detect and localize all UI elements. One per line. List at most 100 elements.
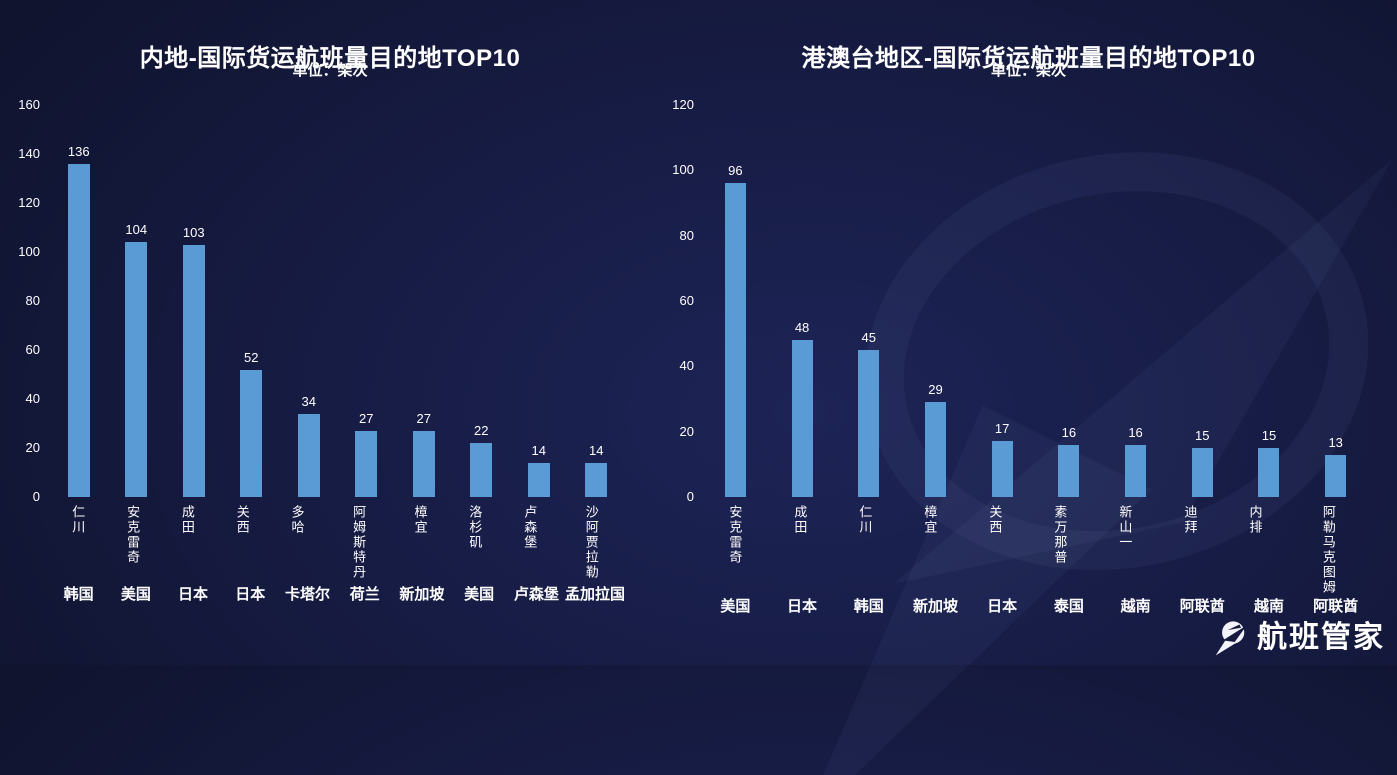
- x-label-slot: 卢森堡: [502, 505, 557, 580]
- country-label: 日本: [987, 598, 1018, 615]
- y-tick-label: 80: [679, 227, 694, 243]
- bar-value-label: 34: [301, 393, 316, 409]
- bar-value-label: 14: [531, 442, 546, 458]
- x-label-slot: 安克雷奇: [702, 505, 767, 595]
- country-label: 日本: [787, 598, 818, 615]
- category-label: 素万那普: [1052, 505, 1068, 565]
- bar-slot: 13: [1302, 105, 1369, 497]
- x-label-slot: 洛杉矶: [447, 505, 502, 580]
- bar: [412, 430, 435, 497]
- bar: [924, 402, 946, 497]
- x-label-slot: 仁川: [832, 505, 897, 595]
- country-labels: 美国 日本 韩国 新加坡 日本 泰国 越南 阿联酋 越南 阿联酋: [702, 595, 1369, 616]
- country-label: 越南: [1120, 598, 1151, 615]
- y-tick-label: 80: [25, 293, 40, 308]
- x-label-slot: 多哈: [269, 505, 324, 580]
- bar-slot: 45: [835, 105, 902, 497]
- y-axis: 0 20 40 60 80 100 120 140 160: [0, 97, 40, 504]
- y-tick-label: 20: [25, 440, 40, 455]
- y-axis: 0 20 40 60 80 100 120: [660, 97, 694, 504]
- y-tick-label: 100: [18, 244, 40, 259]
- category-label: 仁川: [857, 505, 873, 535]
- bar-value-label: 45: [861, 330, 876, 345]
- category-label: 沙阿贾拉勒: [583, 505, 599, 580]
- x-label-slot: 安克雷奇: [105, 505, 160, 580]
- bar-value-label: 27: [359, 410, 374, 426]
- country-labels: 韩国 美国 日本 日本 卡塔尔 荷兰 新加坡 美国 卢森堡 孟加拉国: [50, 583, 625, 604]
- bar-slot: 14: [568, 105, 626, 497]
- bar-value-label: 16: [1128, 424, 1143, 440]
- x-label-slot: 成田: [160, 505, 215, 580]
- country-label: 阿联酋: [1313, 598, 1359, 615]
- country-label: 阿联酋: [1179, 598, 1225, 615]
- bar-value-label: 27: [416, 410, 431, 426]
- bar: [858, 350, 880, 497]
- bar: [470, 443, 493, 497]
- y-tick-label: 100: [672, 162, 694, 178]
- bar-value-label: 14: [589, 442, 604, 458]
- category-label: 樟宜: [922, 505, 938, 535]
- y-tick-label: 40: [25, 391, 40, 406]
- y-tick-label: 20: [679, 423, 694, 439]
- x-axis-labels: 仁川 安克雷奇 成田 关西 多哈 阿姆斯特丹 樟宜 洛杉矶 卢森堡 沙阿贾拉勒: [50, 505, 625, 580]
- x-label-slot: 樟宜: [392, 505, 447, 580]
- brand-logo-text: 航班管家: [1257, 621, 1385, 654]
- bar: [1058, 444, 1080, 497]
- bar-slot: 104: [108, 105, 166, 497]
- bar: [585, 462, 608, 497]
- bar-value-label: 52: [244, 349, 259, 365]
- bar-slot: 27: [395, 105, 453, 497]
- category-label: 安克雷奇: [125, 505, 141, 565]
- bar-value-label: 15: [1195, 428, 1210, 443]
- country-label: 越南: [1253, 598, 1284, 615]
- x-label-slot: 成田: [767, 505, 832, 595]
- y-tick-label: 120: [18, 195, 40, 210]
- category-label: 关西: [987, 505, 1003, 535]
- bar: [527, 462, 550, 497]
- y-tick-label: 0: [686, 489, 694, 504]
- category-label: 新山一: [1117, 505, 1133, 550]
- bar-slot: 136: [50, 105, 108, 497]
- category-label: 卢森堡: [522, 505, 538, 550]
- x-label-slot: 阿勒马克图姆: [1287, 505, 1369, 595]
- bar: [724, 183, 746, 497]
- x-axis-labels: 安克雷奇 成田 仁川 樟宜 关西 素万那普 新山一 迪拜 内排 阿勒马克图姆: [702, 505, 1369, 595]
- bar-slot: 17: [969, 105, 1036, 497]
- x-label-slot: 新山一: [1092, 505, 1157, 595]
- y-tick-label: 160: [18, 97, 40, 112]
- bar-value-label: 96: [728, 163, 743, 179]
- bar-value-label: 104: [125, 222, 148, 238]
- bar-value-label: 15: [1261, 428, 1277, 443]
- bar-value-label: 13: [1328, 434, 1343, 450]
- bar-plot: 0 20 40 60 80 100 120 140 160 136 104 103 52 34 27 27 22…: [0, 97, 660, 603]
- category-label: 洛杉矶: [467, 505, 483, 550]
- x-label-slot: 素万那普: [1027, 505, 1092, 595]
- bar-slot: 96: [702, 105, 769, 497]
- y-tick-label: 0: [32, 489, 40, 504]
- chart-unit-label: 单位：架次: [292, 62, 368, 79]
- bar: [1325, 454, 1347, 497]
- y-tick-label: 40: [679, 358, 694, 374]
- bar: [991, 441, 1013, 497]
- chart-title: 内地-国际货运航班量目的地TOP10: [139, 45, 521, 73]
- x-label-slot: 内排: [1222, 505, 1287, 595]
- country-label: 荷兰: [349, 586, 380, 603]
- category-label: 阿姆斯特丹: [351, 505, 367, 580]
- y-tick-label: 60: [679, 293, 694, 308]
- country-label: 泰国: [1053, 598, 1084, 615]
- country-label: 美国: [464, 586, 495, 603]
- bar-value-label: 16: [1061, 424, 1077, 440]
- category-label: 成田: [792, 505, 808, 535]
- paper-plane-icon: [1215, 621, 1247, 656]
- bar-slot: 52: [223, 105, 281, 497]
- category-label: 迪拜: [1182, 505, 1198, 535]
- bar-value-label: 48: [794, 320, 810, 336]
- category-label: 樟宜: [412, 505, 428, 535]
- category-label: 仁川: [70, 505, 86, 535]
- x-label-slot: 樟宜: [897, 505, 962, 595]
- country-label: 孟加拉国: [564, 586, 625, 603]
- bar: [355, 430, 378, 497]
- bar: [67, 163, 90, 497]
- x-label-slot: 迪拜: [1157, 505, 1222, 595]
- x-label-slot: 沙阿贾拉勒: [557, 505, 625, 580]
